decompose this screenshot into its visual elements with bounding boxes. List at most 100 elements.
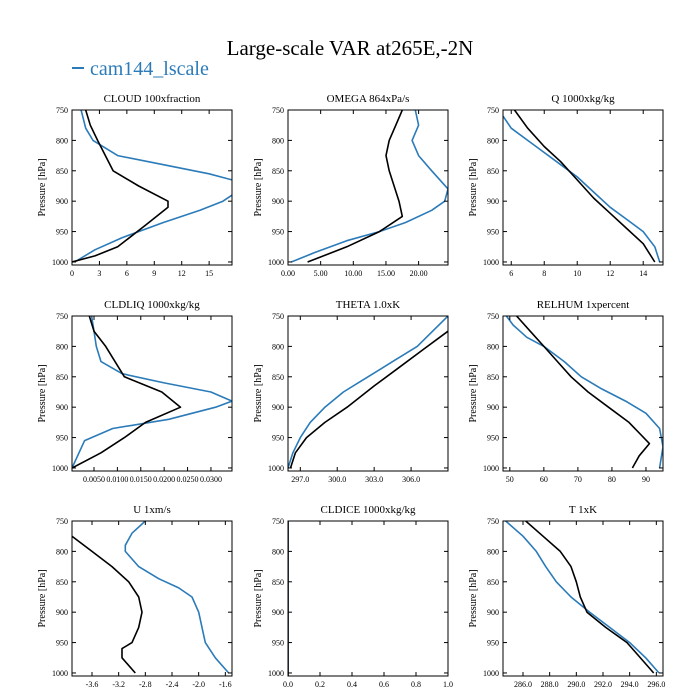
y-axis-label: Pressure [hPa] <box>468 569 479 627</box>
plot-frame <box>287 315 449 472</box>
x-tick-label: 300.0 <box>328 475 346 484</box>
x-tick-label: 0.4 <box>347 680 357 689</box>
y-tick-label: 750 <box>56 312 68 321</box>
x-tick-label: 296.0 <box>647 680 665 689</box>
x-tick-label: 292.0 <box>594 680 612 689</box>
y-tick-label: 800 <box>272 136 284 145</box>
y-tick-label: 1000 <box>268 464 284 473</box>
series-line-black <box>289 330 448 469</box>
y-tick-label: 750 <box>272 312 284 321</box>
x-tick-label: 5.00 <box>314 269 328 278</box>
x-tick-label: 303.0 <box>365 475 383 484</box>
series-line-black <box>513 110 656 263</box>
x-tick-label: 0.0300 <box>200 475 222 484</box>
y-axis-label: Pressure [hPa] <box>37 569 48 627</box>
x-tick-label: 0.6 <box>379 680 389 689</box>
x-tick-label: 0.0200 <box>153 475 175 484</box>
y-tick-label: 850 <box>272 578 284 587</box>
y-tick-label: 950 <box>56 434 68 443</box>
series-line-black <box>72 535 143 674</box>
y-tick-label: 900 <box>56 197 68 206</box>
x-tick-label: 0.0050 <box>83 475 105 484</box>
panel-4: THETA 1.0xK Pressure [hPa] 750 800 850 900 950… <box>253 299 449 484</box>
y-axis-label: Pressure [hPa] <box>37 158 48 216</box>
plot-frame <box>287 109 449 266</box>
panel-title: CLDLIQ 1000xkg/kg <box>104 299 200 311</box>
y-axis-label: Pressure [hPa] <box>37 364 48 422</box>
series-line-cam144-lscale <box>72 316 232 469</box>
x-tick-label: -2.8 <box>139 680 152 689</box>
x-tick-label: 1.0 <box>443 680 453 689</box>
panel-7: CLDICE 1000xkg/kg Pressure [hPa] 750 800 850… <box>253 504 453 689</box>
x-tick-label: 10.00 <box>344 269 362 278</box>
y-tick-label: 850 <box>272 167 284 176</box>
panel-2: Q 1000xkg/kg Pressure [hPa] 750 800 850 900 95… <box>468 93 664 278</box>
y-tick-label: 800 <box>56 547 68 556</box>
y-tick-label: 950 <box>272 434 284 443</box>
y-tick-label: 750 <box>272 517 284 526</box>
panel-title: T 1xK <box>569 504 597 516</box>
legend: cam144_lscale <box>72 58 209 81</box>
x-tick-label: 0.0 <box>283 680 293 689</box>
x-tick-label: 12 <box>606 269 614 278</box>
panel-3: CLDLIQ 1000xkg/kg Pressure [hPa] 750 800 850… <box>37 299 233 484</box>
y-tick-label: 1000 <box>52 258 68 267</box>
x-tick-label: 10 <box>573 269 581 278</box>
series-line-black <box>307 110 404 263</box>
legend-line-swatch <box>72 67 84 70</box>
plot-frame <box>502 109 664 266</box>
plot-frame <box>502 520 664 677</box>
panel-5: RELHUM 1xpercent Pressure [hPa] 750 800 850 9… <box>468 299 664 484</box>
x-tick-label: 290.0 <box>567 680 585 689</box>
series-line-black <box>516 316 651 469</box>
x-tick-label: 0 <box>70 269 74 278</box>
y-tick-label: 1000 <box>483 258 499 267</box>
y-tick-label: 1000 <box>483 464 499 473</box>
series-line-black <box>72 110 169 263</box>
y-tick-label: 1000 <box>483 669 499 678</box>
x-tick-label: -1.6 <box>219 680 232 689</box>
y-tick-label: 900 <box>56 403 68 412</box>
x-tick-label: 14 <box>639 269 647 278</box>
panel-6: U 1xm/s Pressure [hPa] 750 800 850 900 950 1000… <box>37 504 233 689</box>
x-tick-label: 294.0 <box>621 680 639 689</box>
figure-title: Large-scale VAR at265E,-2N <box>226 36 474 60</box>
x-tick-label: 288.0 <box>541 680 559 689</box>
y-tick-label: 800 <box>487 342 499 351</box>
panel-title: Q 1000xkg/kg <box>551 93 615 105</box>
series-line-cam144-lscale <box>291 110 448 263</box>
panel-1: OMEGA 864xPa/s Pressure [hPa] 750 800 850 900… <box>253 93 449 278</box>
x-tick-label: -3.2 <box>112 680 125 689</box>
series-line-cam144-lscale <box>503 115 661 263</box>
y-tick-label: 950 <box>56 228 68 237</box>
y-axis-label: Pressure [hPa] <box>468 158 479 216</box>
panel-0: CLOUD 100xfraction Pressure [hPa] 750 800 85… <box>37 93 233 278</box>
plot-frame <box>71 109 233 266</box>
y-tick-label: 850 <box>56 578 68 587</box>
plot-frame <box>287 520 449 677</box>
x-tick-label: 0.8 <box>411 680 421 689</box>
x-tick-label: 80 <box>608 475 616 484</box>
x-tick-label: 50 <box>506 475 514 484</box>
y-tick-label: 800 <box>487 547 499 556</box>
y-tick-label: 750 <box>56 517 68 526</box>
x-tick-label: 90 <box>642 475 650 484</box>
y-tick-label: 800 <box>56 136 68 145</box>
panel-title: RELHUM 1xpercent <box>537 299 630 311</box>
plot-frame <box>71 315 233 472</box>
x-tick-label: 6 <box>509 269 513 278</box>
x-tick-label: 60 <box>540 475 548 484</box>
panel-title: CLDICE 1000xkg/kg <box>320 504 416 516</box>
y-tick-label: 900 <box>487 608 499 617</box>
plot-frame <box>502 315 664 472</box>
y-tick-label: 900 <box>272 197 284 206</box>
series-line-cam144-lscale <box>288 316 448 469</box>
y-tick-label: 900 <box>272 608 284 617</box>
x-tick-label: 20.00 <box>410 269 428 278</box>
y-tick-label: 1000 <box>268 258 284 267</box>
x-tick-label: 3 <box>97 269 101 278</box>
x-tick-label: 15 <box>205 269 213 278</box>
y-axis-label: Pressure [hPa] <box>253 364 264 422</box>
panel-title: CLOUD 100xfraction <box>104 93 201 105</box>
